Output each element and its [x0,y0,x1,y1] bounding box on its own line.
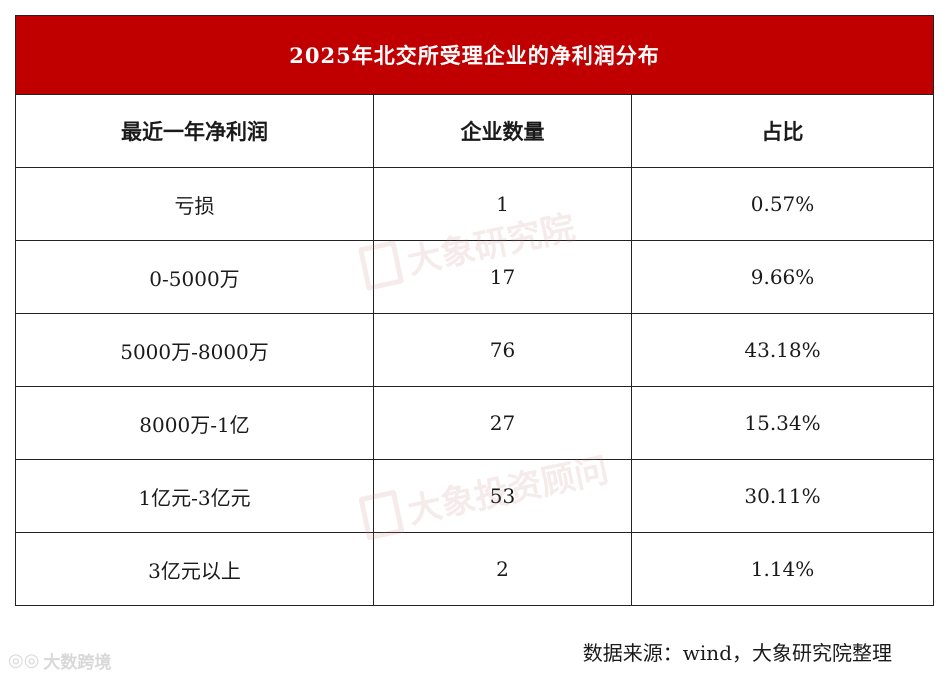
table-row: 3亿元以上 2 1.14% [15,532,935,606]
cell-profit-range: 3亿元以上 [15,532,374,606]
cell-count: 53 [373,459,632,533]
table-row: 5000万-8000万 76 43.18% [15,313,935,387]
cell-ratio: 43.18% [630,313,935,387]
cell-profit-range: 0-5000万 [15,240,374,314]
cell-count: 76 [373,313,632,387]
table-title: 2025年北交所受理企业的净利润分布 [14,15,935,95]
table-row: 1亿元-3亿元 53 30.11% [15,459,935,533]
cell-count: 27 [373,386,632,460]
cell-ratio: 0.57% [630,167,935,241]
header-net-profit: 最近一年净利润 [15,94,374,168]
cell-profit-range: 5000万-8000万 [15,313,374,387]
table-row: 亏损 1 0.57% [15,167,935,241]
cell-profit-range: 1亿元-3亿元 [15,459,374,533]
corner-brand-logo: ◎◎ 大数跨境 [8,648,111,673]
camera-lens-icon: ◎◎ [8,650,40,671]
cell-count: 17 [373,240,632,314]
table-header-row: 最近一年净利润 企业数量 占比 [15,94,935,168]
cell-profit-range: 8000万-1亿 [15,386,374,460]
table-row: 8000万-1亿 27 15.34% [15,386,935,460]
data-source-note: 数据来源：wind，大象研究院整理 [582,641,892,665]
table-title-row: 2025年北交所受理企业的净利润分布 [14,15,935,95]
cell-count: 2 [373,532,632,606]
header-ratio: 占比 [630,94,935,168]
table-row: 0-5000万 17 9.66% [15,240,935,314]
cell-profit-range: 亏损 [15,167,374,241]
cell-ratio: 15.34% [630,386,935,460]
cell-ratio: 9.66% [630,240,935,314]
profit-distribution-table: 2025年北交所受理企业的净利润分布 最近一年净利润 企业数量 占比 亏损 1 … [14,15,935,606]
cell-count: 1 [373,167,632,241]
data-table-container: 2025年北交所受理企业的净利润分布 最近一年净利润 企业数量 占比 亏损 1 … [14,15,935,606]
corner-brand-text: 大数跨境 [43,653,112,673]
cell-ratio: 30.11% [630,459,935,533]
header-company-count: 企业数量 [373,94,632,168]
cell-ratio: 1.14% [630,532,935,606]
